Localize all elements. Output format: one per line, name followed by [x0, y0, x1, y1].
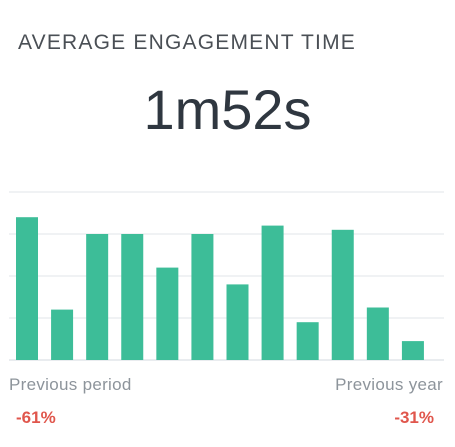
bar[interactable]	[86, 234, 109, 360]
bars	[16, 217, 424, 360]
previous-year-value: -31%	[394, 408, 434, 427]
bar-chart	[9, 191, 444, 361]
bar[interactable]	[261, 225, 284, 360]
kpi-value: 1m52s	[143, 78, 312, 141]
previous-year-label: Previous year	[335, 375, 443, 394]
previous-period-label: Previous period	[9, 375, 132, 394]
previous-period-value: -61%	[16, 408, 56, 427]
bar[interactable]	[156, 267, 179, 360]
bar[interactable]	[51, 309, 74, 360]
card-title: AVERAGE ENGAGEMENT TIME	[18, 31, 356, 54]
bar[interactable]	[331, 229, 354, 360]
bar[interactable]	[121, 234, 144, 360]
bar[interactable]	[296, 322, 319, 360]
bar[interactable]	[16, 217, 38, 360]
bar[interactable]	[226, 284, 249, 360]
bar[interactable]	[191, 234, 214, 360]
bar[interactable]	[401, 341, 424, 360]
bar[interactable]	[366, 307, 389, 361]
